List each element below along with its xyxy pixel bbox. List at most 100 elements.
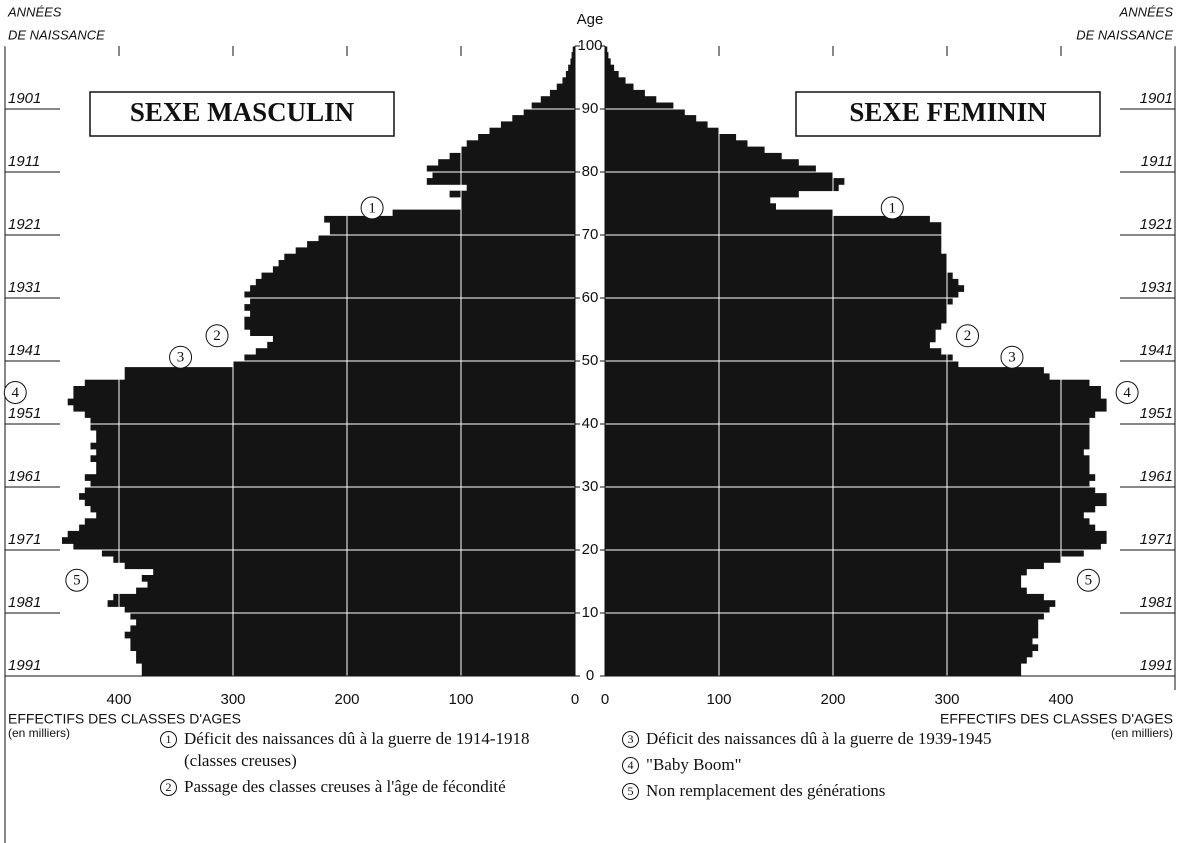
- note-text: Déficit des naissances dû à la guerre de…: [184, 729, 530, 770]
- bar: [438, 159, 575, 166]
- bar: [62, 537, 575, 544]
- bar: [605, 562, 1044, 570]
- bar: [113, 556, 576, 563]
- bar: [605, 423, 1090, 431]
- bar: [605, 215, 930, 223]
- bar: [605, 638, 1033, 645]
- bar: [250, 285, 575, 292]
- bar: [272, 335, 575, 343]
- annotation-label: 4: [1123, 385, 1131, 401]
- bar: [605, 83, 634, 91]
- bar: [244, 354, 575, 362]
- bar: [605, 404, 1107, 412]
- year-label: 1941: [1140, 342, 1173, 359]
- year-label: 1961: [1140, 468, 1173, 485]
- year-label: 1961: [8, 468, 41, 485]
- x-tick-label: 400: [106, 691, 131, 708]
- y-tick-label: 40: [582, 415, 599, 432]
- note-text: Non remplacement des générations: [646, 781, 886, 800]
- bar: [605, 505, 1096, 513]
- year-label: 1911: [8, 153, 40, 170]
- bar: [605, 663, 1022, 670]
- bar: [605, 575, 1022, 582]
- bar: [73, 543, 576, 551]
- bar: [523, 108, 575, 116]
- y-tick-label: 0: [586, 667, 594, 684]
- bar: [605, 606, 1050, 614]
- bar: [147, 581, 575, 588]
- bar: [284, 253, 575, 261]
- birth-year-heading: ANNÉES: [7, 4, 62, 19]
- bar: [90, 455, 575, 462]
- bar: [141, 663, 576, 670]
- bar: [565, 71, 575, 78]
- bar: [605, 222, 942, 229]
- bar: [605, 197, 771, 204]
- bar: [531, 102, 575, 110]
- bar: [605, 285, 965, 292]
- bar: [250, 297, 575, 305]
- bar: [605, 398, 1107, 406]
- y-axis-label: Age: [577, 11, 604, 28]
- x-axis-unit: (en milliers): [1111, 726, 1173, 740]
- note: 1 Déficit des naissances dû à la guerre d…: [160, 728, 600, 772]
- bar: [84, 411, 576, 418]
- bar: [136, 619, 575, 626]
- bar: [605, 140, 748, 147]
- y-tick-label: 10: [582, 604, 599, 621]
- bar: [136, 650, 575, 658]
- bar: [605, 241, 942, 248]
- bar: [250, 310, 575, 318]
- bar: [136, 656, 575, 664]
- series-title: SEXE FEMININ: [849, 97, 1047, 127]
- y-tick-label: 90: [582, 100, 599, 117]
- bar: [307, 241, 575, 248]
- bar: [605, 260, 947, 267]
- bar: [478, 134, 575, 141]
- bar: [67, 398, 575, 406]
- bar: [73, 392, 576, 399]
- bar: [605, 373, 1050, 381]
- bar: [255, 278, 576, 286]
- bar: [90, 442, 575, 450]
- year-label: 1951: [8, 405, 41, 422]
- bar: [605, 329, 936, 336]
- bar: [426, 178, 575, 185]
- bar: [605, 247, 942, 255]
- annotation-circle: [880, 196, 904, 220]
- year-label: 1981: [8, 594, 41, 611]
- bar: [605, 304, 947, 311]
- bar: [84, 499, 576, 507]
- bar: [605, 480, 1090, 488]
- bar: [90, 423, 575, 431]
- year-label: 1981: [1140, 594, 1173, 611]
- annotation-label: 5: [1085, 573, 1093, 589]
- bar: [250, 329, 575, 336]
- bar: [605, 165, 816, 173]
- bar: [549, 89, 575, 97]
- bar: [605, 474, 1096, 481]
- year-label: 1971: [1140, 531, 1173, 548]
- y-tick-label: 20: [582, 541, 599, 558]
- bar: [141, 575, 576, 582]
- bar: [244, 316, 575, 324]
- bar: [605, 549, 1084, 557]
- bar: [461, 146, 575, 154]
- bar: [605, 625, 1039, 633]
- bar: [107, 600, 575, 607]
- bar: [84, 486, 576, 494]
- year-label: 1991: [8, 657, 41, 674]
- bar: [605, 449, 1084, 456]
- title-box: [795, 91, 1101, 137]
- annotation-circle: [360, 196, 384, 220]
- bar: [605, 310, 947, 318]
- bar: [605, 134, 737, 141]
- bar: [605, 436, 1090, 444]
- note-text: "Baby Boom": [646, 755, 742, 774]
- bar: [605, 228, 942, 236]
- bar: [124, 562, 575, 570]
- annotation-label: 5: [73, 573, 81, 589]
- series-title: SEXE MASCULIN: [130, 97, 355, 127]
- bar: [130, 625, 575, 633]
